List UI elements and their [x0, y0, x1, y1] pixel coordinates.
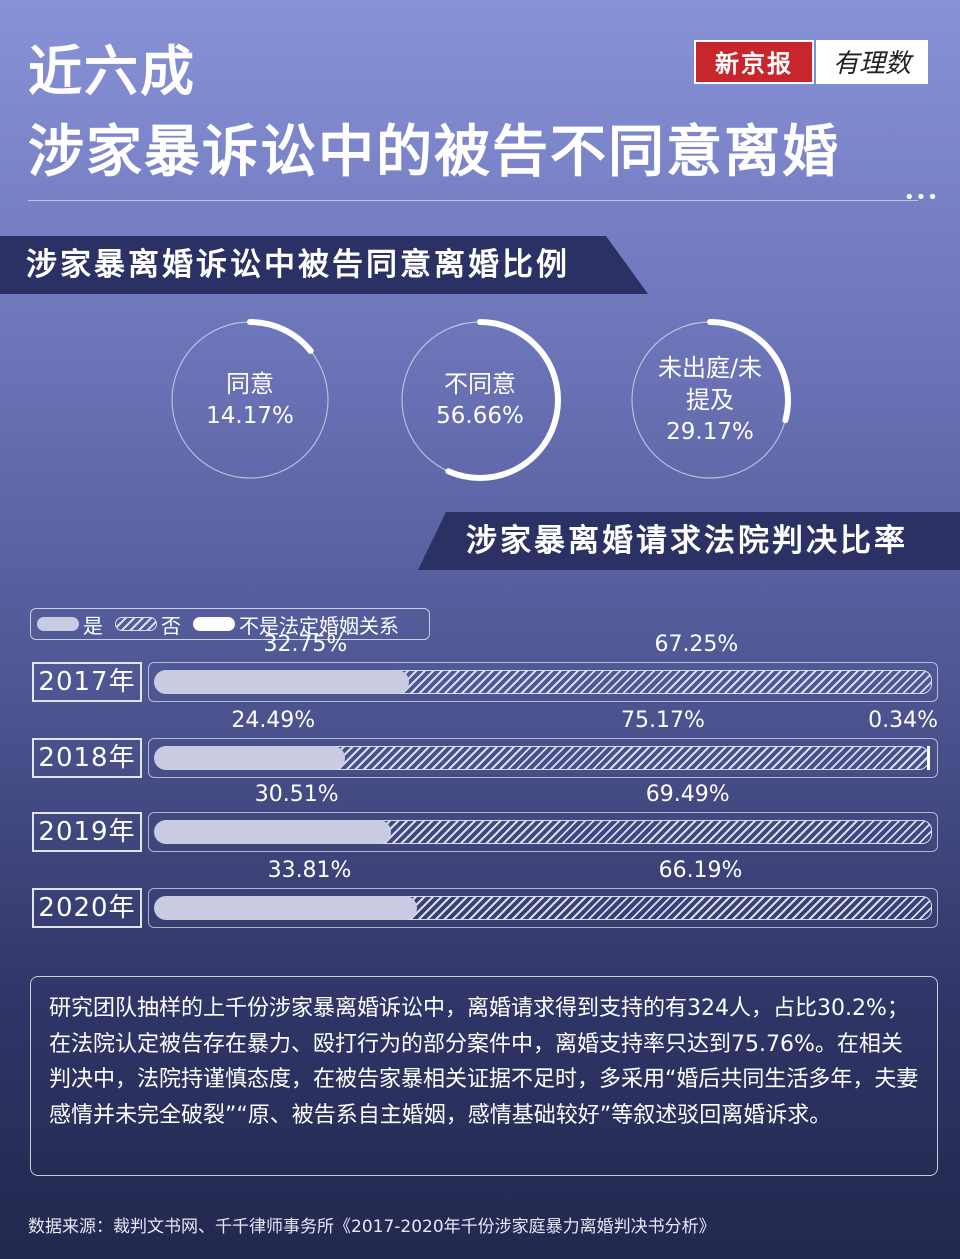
year-label: 2018年 [32, 738, 142, 778]
value-label-yes: 24.49% [231, 708, 316, 733]
value-label-no: 66.19% [658, 858, 743, 883]
legend-swatch-no [115, 617, 157, 631]
legend-label-other: 不是法定婚姻关系 [239, 613, 399, 638]
title-line-2: 涉家暴诉讼中的被告不同意离婚 [28, 120, 840, 185]
legend-swatch-other [193, 617, 235, 631]
ring-label: 不同意 [444, 370, 516, 398]
ring-indicator: 未出庭/未提及 29.17% [628, 318, 792, 482]
bar-segment-no [332, 746, 930, 770]
brand-logo: 新京报 有理数 [694, 34, 932, 90]
bar-segment-yes [154, 820, 392, 844]
ring-arc [707, 319, 791, 424]
ring-value: 14.17% [206, 403, 294, 429]
bar-segment-no [405, 896, 932, 920]
value-label-no: 69.49% [645, 782, 730, 807]
ring-text: 不同意 56.66% [398, 318, 562, 482]
data-source: 数据来源：裁判文书网、千千律师事务所《2017-2020年千份涉家庭暴力离婚判决… [28, 1217, 716, 1237]
legend-label-no: 否 [161, 613, 181, 638]
ring-indicator: 不同意 56.66% [398, 318, 562, 482]
year-label: 2019年 [32, 812, 142, 852]
legend-swatch-yes [37, 617, 79, 631]
bar-segment-yes [154, 896, 418, 920]
ring-value: 29.17% [666, 419, 754, 445]
bar-frame [148, 662, 938, 702]
bar-legend: 是 否 不是法定婚姻关系 [30, 608, 430, 640]
logo-newspaper: 新京报 [694, 40, 814, 84]
title-line-1: 近六成 [28, 40, 196, 103]
bar-segment-yes [154, 746, 345, 770]
value-label-yes: 33.81% [267, 858, 352, 883]
bar-frame [148, 738, 938, 778]
value-label-other: 0.34% [868, 708, 938, 733]
value-label-yes: 32.75% [263, 632, 348, 657]
ring-arc [445, 319, 561, 481]
logo-column: 有理数 [816, 40, 928, 84]
section-title-consent: 涉家暴离婚诉讼中被告同意离婚比例 [0, 236, 648, 294]
bar-segment-other [927, 746, 930, 770]
bar-frame [148, 812, 938, 852]
ring-value: 56.66% [436, 403, 524, 429]
year-label: 2017年 [32, 662, 142, 702]
research-note: 研究团队抽样的上千份涉家暴离婚诉讼中，离婚请求得到支持的有324人，占比30.2… [30, 976, 938, 1176]
year-label: 2020年 [32, 888, 142, 928]
bar-segment-no [379, 820, 932, 844]
bar-segment-no [396, 670, 932, 694]
value-label-no: 75.17% [620, 708, 705, 733]
more-dots-icon: ••• [904, 187, 939, 208]
bar-segment-yes [154, 670, 409, 694]
ring-indicator: 同意 14.17% [168, 318, 332, 482]
ring-arc [247, 319, 314, 354]
value-label-no: 67.25% [654, 632, 739, 657]
ring-label: 同意 [226, 370, 274, 398]
ring-text: 同意 14.17% [168, 318, 332, 482]
ring-label: 未出庭/未提及 [657, 354, 763, 414]
legend-label-yes: 是 [83, 613, 103, 638]
section-title-ruling: 涉家暴离婚请求法院判决比率 [418, 512, 960, 570]
ring-text: 未出庭/未提及 29.17% [628, 318, 792, 482]
title-divider [28, 200, 918, 201]
bar-frame [148, 888, 938, 928]
value-label-yes: 30.51% [254, 782, 339, 807]
